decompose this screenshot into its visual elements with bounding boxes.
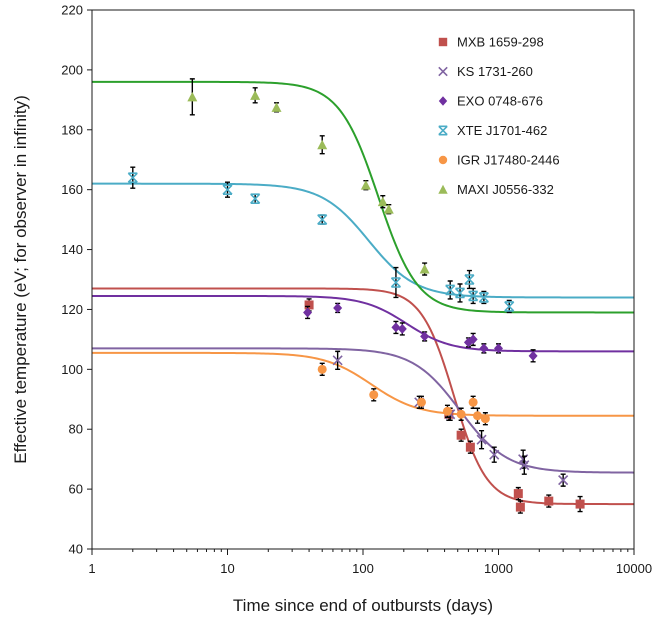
data-point [420,331,430,342]
data-point [397,323,407,334]
y-tick-label-120: 120 [61,302,83,317]
legend-entry-1: MXB 1659-298 [457,35,544,50]
data-point [454,287,466,299]
data-point [419,264,430,274]
fit-curve-5 [92,351,634,417]
x-tick-label-100: 100 [352,561,374,576]
y-tick-label-200: 200 [61,62,83,77]
data-point [317,364,327,374]
y-axis-ticks: 40 60 80 100 120 140 160 180 200 220 [61,3,92,557]
y-tick-label-40: 40 [69,542,83,557]
data-point [480,414,490,424]
legend-marker-6 [438,184,448,194]
data-point [332,355,343,366]
y-tick-label-180: 180 [61,122,83,137]
fit-curves [92,80,635,506]
fit-curve-1 [92,287,634,506]
data-point [222,184,233,195]
legend-marker-3 [438,96,448,106]
x-axis-title: Time since end of outbursts (days) [233,596,493,615]
data-point [479,343,489,354]
x-tick-label-1000: 1000 [484,561,513,576]
y-axis-title: Effective temperature (eV; for observer … [11,95,30,464]
fit-curve-4 [92,182,634,299]
data-point [360,180,371,190]
data-point [390,277,401,288]
fit-curve-6 [92,80,634,314]
data-point [468,334,478,345]
plot-area-frame [91,9,635,550]
data-point [464,274,475,285]
data-point [468,397,478,407]
legend-entry-3: EXO 0748-676 [457,94,543,109]
data-point [515,502,525,512]
data-point [476,434,487,445]
y-tick-label-80: 80 [69,422,83,437]
data-point [489,449,500,460]
data-point [528,350,538,361]
data-point [456,409,466,419]
data-point [456,430,466,440]
legend-entry-2: KS 1731-260 [457,64,533,79]
y-tick-label-160: 160 [61,182,83,197]
data-point [478,292,489,303]
fit-curve-2 [92,347,635,474]
legend-marker-4 [438,125,448,136]
data-point [494,343,503,354]
data-point [317,139,328,150]
legend-marker-5 [438,155,448,165]
y-tick-label-140: 140 [61,242,83,257]
legend-entry-5: IGR J17480-2446 [457,153,560,168]
data-point [465,442,475,452]
legend-marker-1 [438,37,448,47]
x-tick-label-10: 10 [220,561,234,576]
data-point [575,499,585,509]
data-point [468,290,479,302]
data-point [250,90,261,100]
data-point [333,302,343,313]
y-tick-label-60: 60 [69,482,83,497]
legend-entry-4: XTE J1701-462 [457,123,547,138]
data-points [127,78,585,514]
data-point [250,193,261,204]
y-tick-label-220: 220 [61,3,83,18]
data-point [513,489,523,499]
data-point [271,102,282,112]
data-point [377,196,388,207]
legend-marker-2 [438,66,448,77]
data-point [558,475,569,486]
data-point [383,204,394,214]
data-point [304,300,314,310]
legend-entry-6: MAXI J0556-332 [457,182,554,197]
x-tick-label-1: 1 [88,561,95,576]
data-point [442,406,452,416]
data-point [473,411,483,421]
data-point [317,214,328,225]
legend: MXB 1659-298 KS 1731-260 EXO 0748-676 XTE J… [438,35,560,197]
data-point [504,301,515,312]
x-tick-label-10000: 10000 [616,561,652,576]
data-point [369,390,379,400]
data-point [127,172,138,183]
data-point [544,496,554,506]
data-point [519,460,530,471]
data-point [187,91,198,102]
data-point [391,322,401,333]
fit-curve-3 [92,294,635,353]
data-point [416,397,426,407]
x-axis-ticks: 1 10 100 1000 10000 [88,549,652,576]
data-point [303,307,313,318]
y-tick-label-100: 100 [61,362,83,377]
data-point [445,284,456,296]
